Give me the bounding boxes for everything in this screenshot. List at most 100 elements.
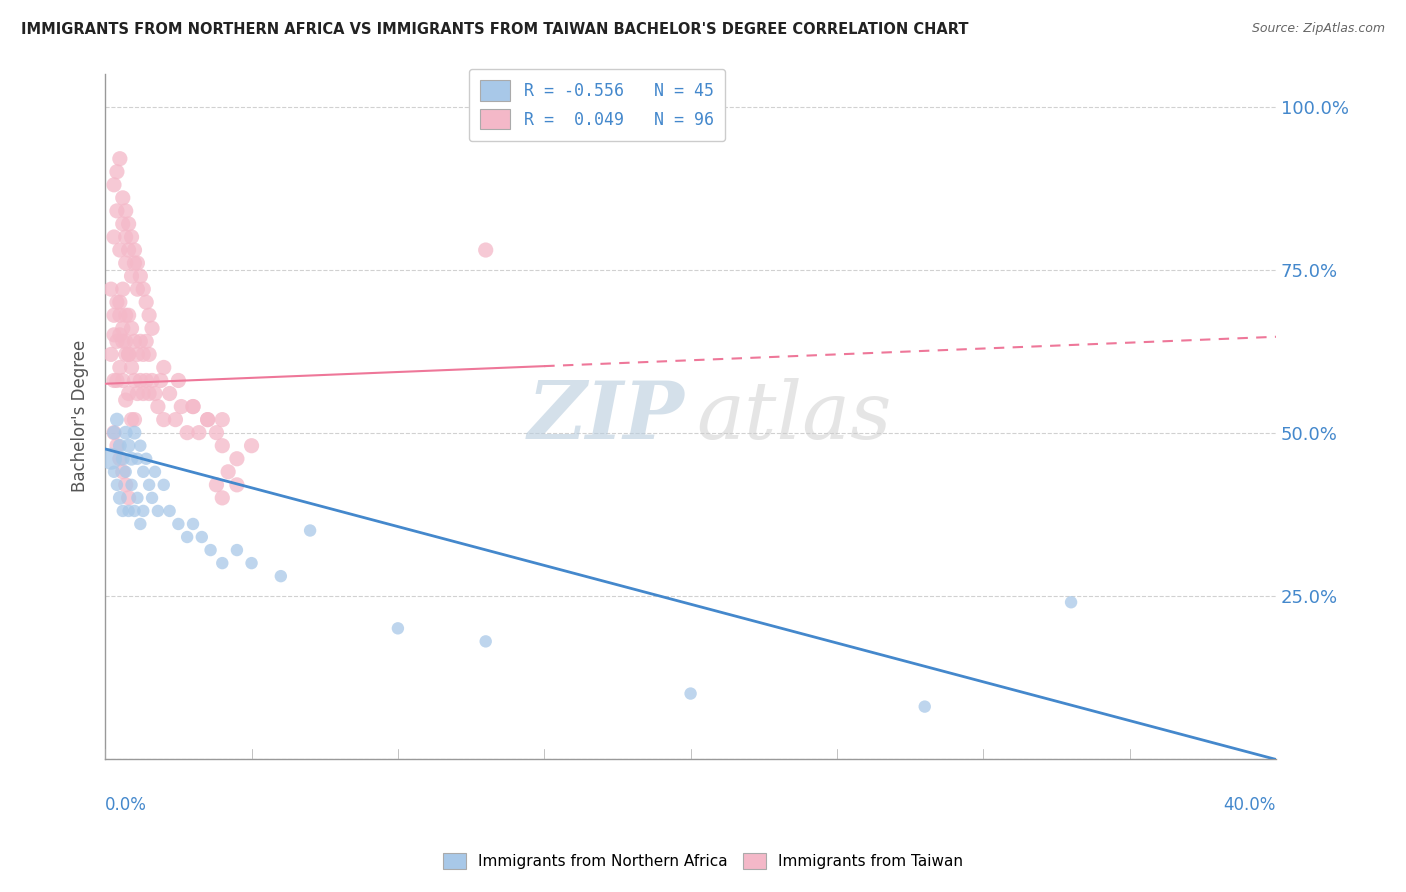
Point: [135, 334, 157, 349]
Point: [176, 425, 198, 440]
Point: [121, 321, 143, 335]
Point: [132, 465, 155, 479]
Point: [387, 621, 409, 635]
Point: [103, 178, 125, 192]
Point: [152, 360, 174, 375]
Point: [121, 360, 143, 375]
Point: [108, 439, 131, 453]
Point: [111, 504, 134, 518]
Y-axis label: Bachelor's Degree: Bachelor's Degree: [72, 340, 89, 492]
Point: [135, 295, 157, 310]
Point: [117, 439, 139, 453]
Point: [117, 217, 139, 231]
Point: [141, 491, 163, 505]
Point: [187, 425, 209, 440]
Point: [100, 282, 122, 296]
Point: [108, 308, 131, 322]
Point: [176, 530, 198, 544]
Point: [100, 451, 122, 466]
Point: [226, 543, 249, 558]
Text: 0.0%: 0.0%: [105, 797, 148, 814]
Point: [124, 374, 146, 388]
Legend: R = -0.556   N = 45, R =  0.049   N = 96: R = -0.556 N = 45, R = 0.049 N = 96: [468, 69, 725, 141]
Point: [114, 465, 136, 479]
Point: [124, 412, 146, 426]
Point: [105, 374, 128, 388]
Point: [103, 374, 125, 388]
Point: [138, 386, 160, 401]
Point: [146, 400, 169, 414]
Point: [117, 491, 139, 505]
Point: [111, 191, 134, 205]
Point: [108, 152, 131, 166]
Point: [226, 478, 249, 492]
Point: [127, 491, 149, 505]
Point: [205, 478, 228, 492]
Point: [114, 334, 136, 349]
Point: [103, 425, 125, 440]
Point: [121, 269, 143, 284]
Point: [143, 386, 166, 401]
Point: [138, 478, 160, 492]
Point: [181, 400, 204, 414]
Point: [138, 308, 160, 322]
Point: [117, 243, 139, 257]
Point: [111, 465, 134, 479]
Point: [121, 478, 143, 492]
Point: [117, 386, 139, 401]
Point: [108, 295, 131, 310]
Point: [117, 504, 139, 518]
Point: [181, 516, 204, 531]
Point: [152, 412, 174, 426]
Text: IMMIGRANTS FROM NORTHERN AFRICA VS IMMIGRANTS FROM TAIWAN BACHELOR'S DEGREE CORR: IMMIGRANTS FROM NORTHERN AFRICA VS IMMIG…: [21, 22, 969, 37]
Point: [108, 360, 131, 375]
Point: [124, 504, 146, 518]
Point: [105, 439, 128, 453]
Point: [114, 478, 136, 492]
Point: [129, 269, 152, 284]
Point: [114, 392, 136, 407]
Point: [108, 491, 131, 505]
Point: [127, 451, 149, 466]
Point: [167, 516, 190, 531]
Point: [270, 569, 292, 583]
Point: [211, 556, 233, 570]
Point: [105, 165, 128, 179]
Point: [103, 425, 125, 440]
Point: [129, 374, 152, 388]
Point: [132, 347, 155, 361]
Point: [1060, 595, 1083, 609]
Point: [165, 412, 187, 426]
Point: [149, 374, 172, 388]
Point: [197, 412, 219, 426]
Point: [111, 321, 134, 335]
Point: [105, 478, 128, 492]
Point: [135, 374, 157, 388]
Point: [114, 230, 136, 244]
Legend: Immigrants from Northern Africa, Immigrants from Taiwan: Immigrants from Northern Africa, Immigra…: [437, 847, 969, 875]
Point: [105, 295, 128, 310]
Point: [197, 412, 219, 426]
Point: [127, 386, 149, 401]
Point: [117, 347, 139, 361]
Text: Source: ZipAtlas.com: Source: ZipAtlas.com: [1251, 22, 1385, 36]
Point: [135, 451, 157, 466]
Point: [141, 321, 163, 335]
Point: [127, 256, 149, 270]
Point: [205, 425, 228, 440]
Point: [124, 243, 146, 257]
Point: [114, 256, 136, 270]
Point: [121, 451, 143, 466]
Point: [121, 230, 143, 244]
Point: [191, 530, 214, 544]
Point: [132, 386, 155, 401]
Point: [129, 334, 152, 349]
Point: [108, 451, 131, 466]
Point: [240, 439, 263, 453]
Point: [146, 504, 169, 518]
Point: [211, 491, 233, 505]
Point: [117, 308, 139, 322]
Point: [138, 347, 160, 361]
Point: [114, 347, 136, 361]
Point: [105, 203, 128, 218]
